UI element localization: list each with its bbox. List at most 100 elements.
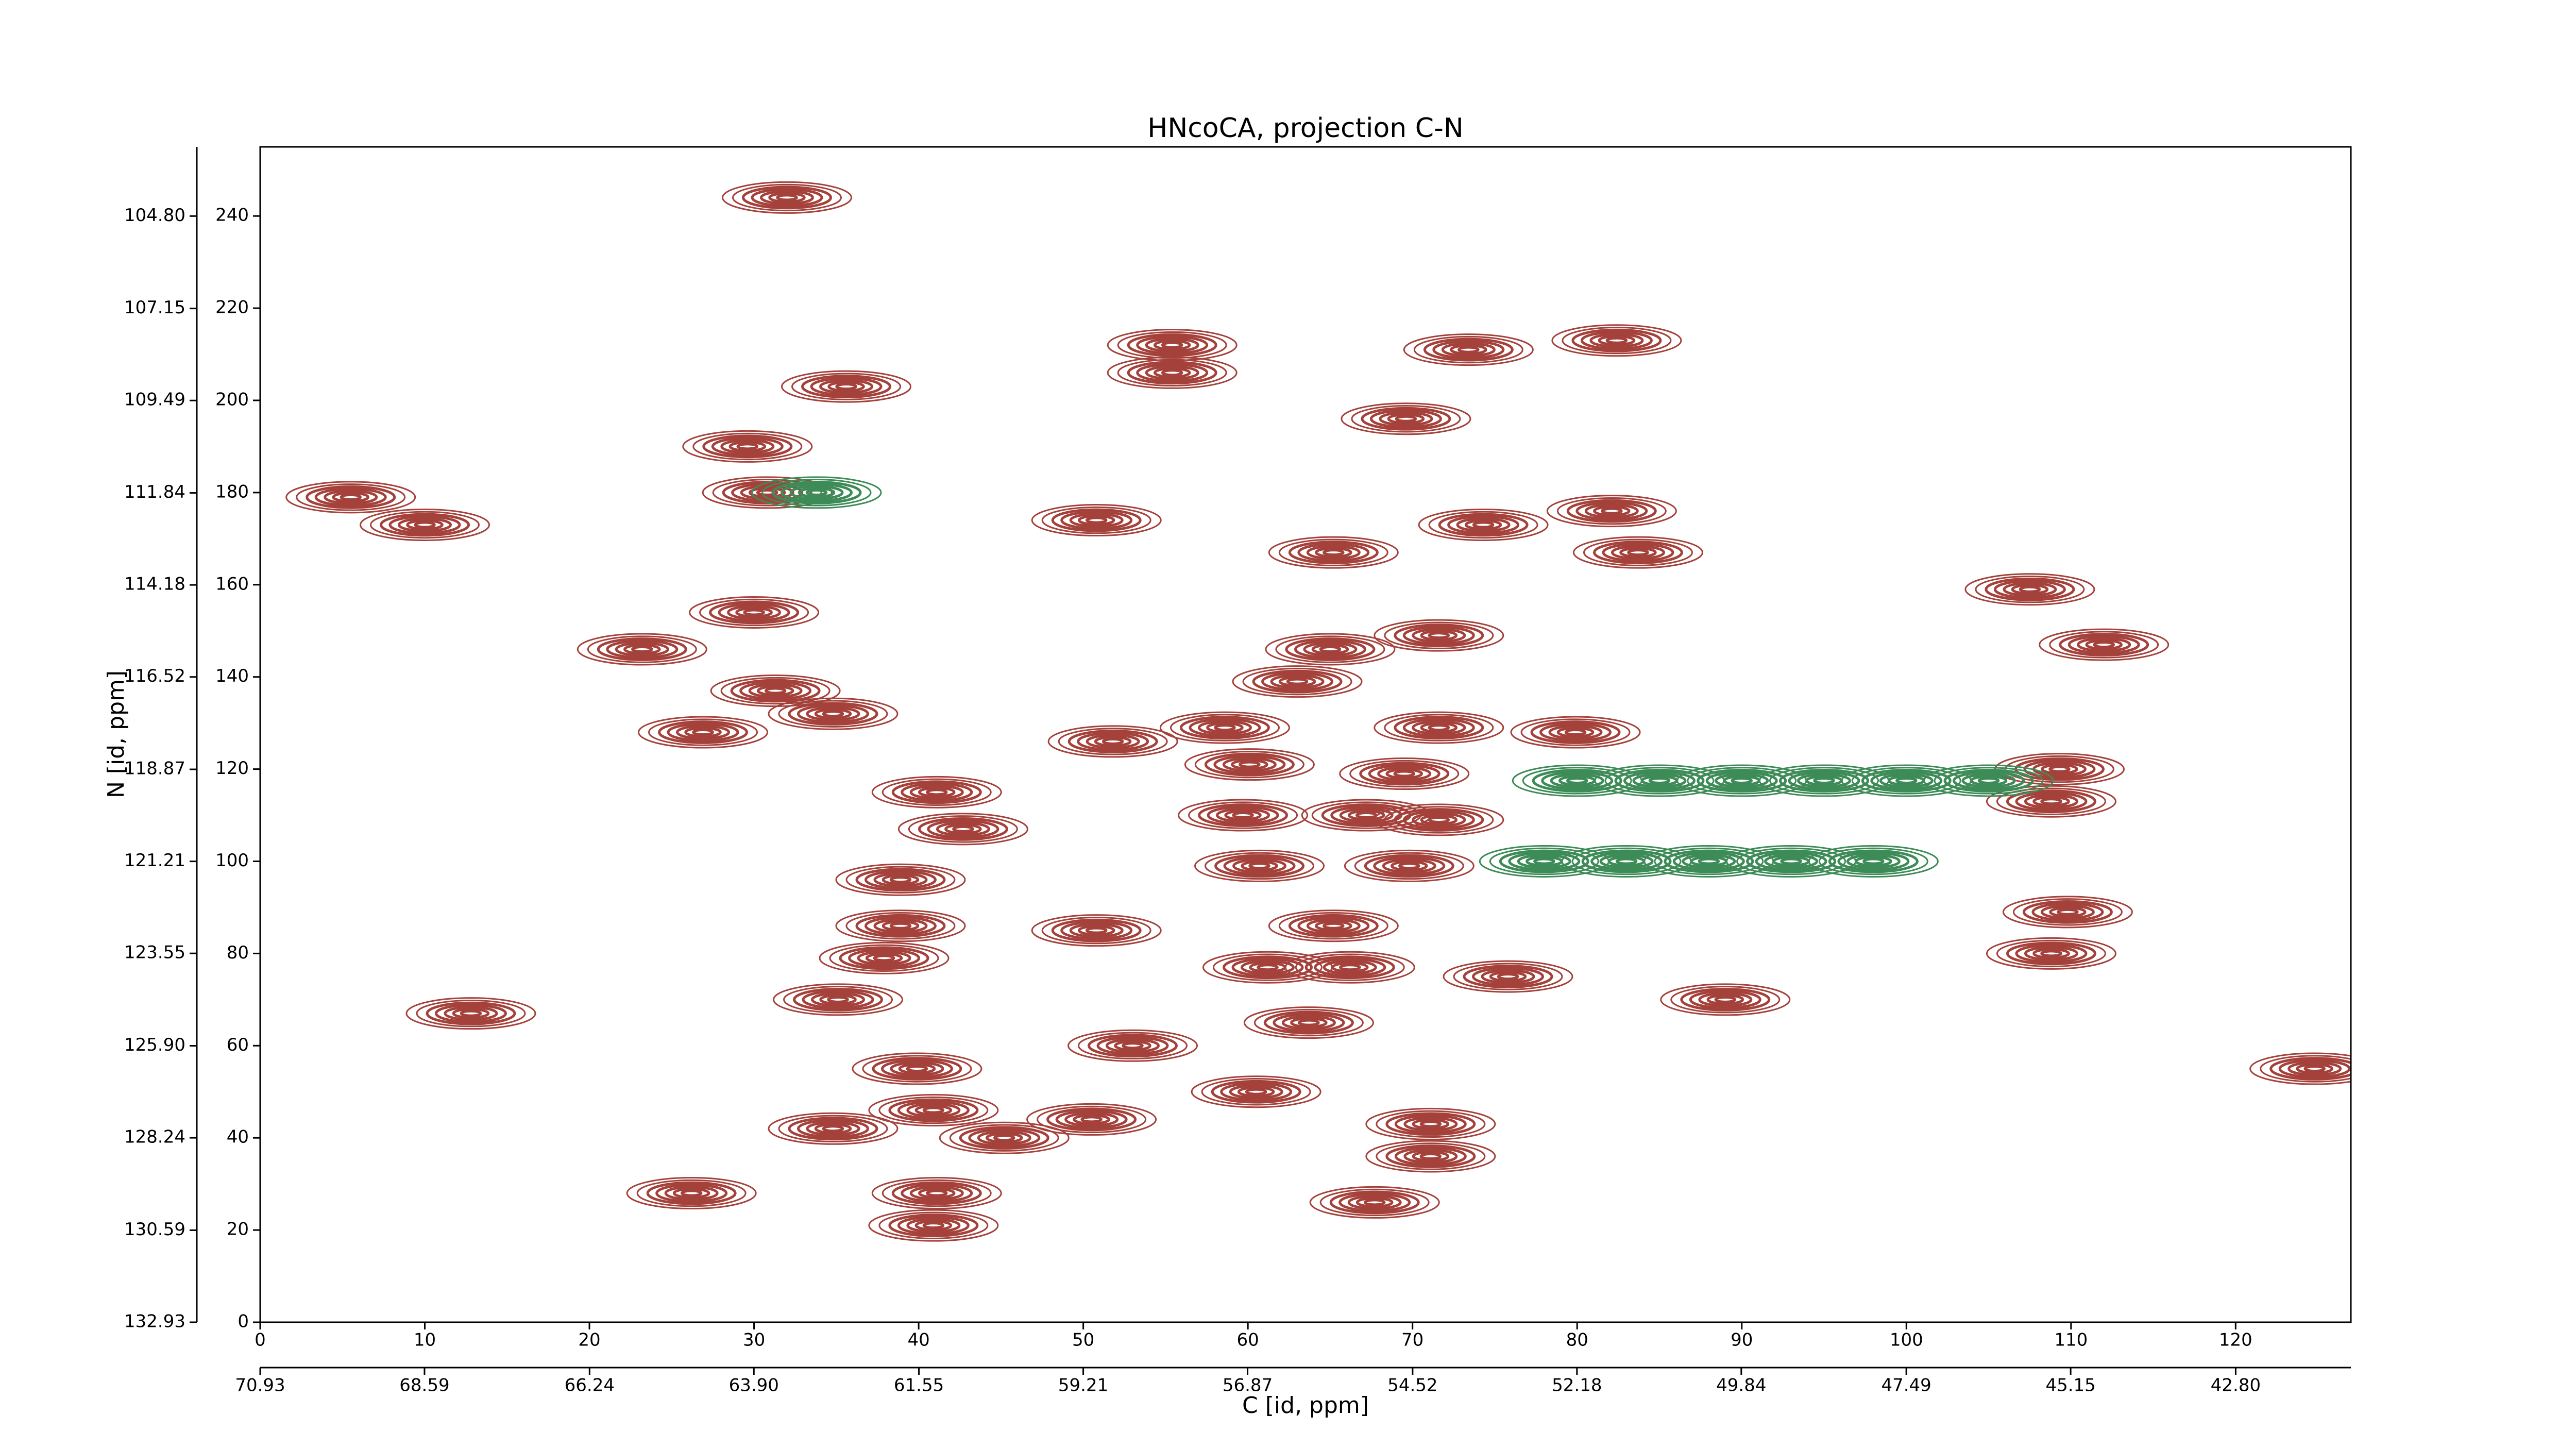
contour-level	[1605, 336, 1628, 344]
contour-level	[901, 1183, 973, 1203]
contour-level	[1520, 718, 1631, 746]
contour-level	[1632, 773, 1687, 788]
contour-level	[2059, 633, 2149, 656]
contour-level	[1420, 630, 1458, 641]
contour-level	[1136, 363, 1209, 383]
x2-tick-label: 45.15	[2045, 1375, 2095, 1396]
contour-level	[728, 441, 767, 452]
contour-level	[1402, 810, 1475, 830]
contour-level	[1295, 953, 1405, 981]
contour-level	[1420, 814, 1458, 825]
contour-level	[1394, 808, 1484, 832]
contour-level	[680, 1189, 703, 1197]
contour-level	[918, 786, 956, 798]
contour-level	[835, 863, 966, 896]
contour-level	[702, 476, 833, 509]
contour-level	[1087, 1034, 1178, 1058]
contour-level	[2040, 904, 2095, 920]
contour-level	[1698, 992, 1753, 1007]
contour-level	[1808, 845, 1939, 878]
contour-level	[1731, 777, 1753, 784]
contour-level	[952, 825, 974, 833]
contour-level	[1870, 771, 1943, 790]
contour-level	[864, 870, 937, 889]
contour-level	[1204, 752, 1295, 777]
contour-level	[1438, 513, 1529, 537]
contour-level	[1395, 415, 1417, 423]
contour-level	[1714, 996, 1737, 1003]
contour-level	[1046, 1107, 1137, 1132]
contour-level	[1943, 769, 2034, 793]
contour-level	[1575, 501, 1648, 521]
contour-level	[1394, 716, 1484, 739]
contour-level	[922, 1222, 945, 1229]
contour-level	[852, 1052, 982, 1085]
y-tick-label: 100	[215, 850, 249, 871]
contour-level	[1813, 777, 1835, 784]
contour-level	[1861, 769, 1952, 793]
contour-level	[1031, 914, 1162, 947]
contour-level	[1374, 711, 1504, 744]
contour-level	[1122, 1042, 1144, 1050]
y-tick-label: 20	[227, 1219, 249, 1240]
contour-level	[711, 436, 784, 457]
contour-level	[1413, 335, 1523, 364]
contour-level	[444, 1006, 498, 1021]
contour-level	[736, 443, 759, 450]
contour-level	[658, 720, 749, 744]
contour-level	[2019, 585, 2041, 593]
contour-level	[1837, 851, 1910, 871]
contour-level	[1265, 633, 1396, 666]
contour-level	[1755, 851, 1827, 871]
contour-level	[1828, 849, 1919, 873]
contour-level	[1159, 711, 1290, 744]
contour-level	[959, 1126, 1049, 1150]
contour-level	[871, 1177, 1002, 1210]
contour-level	[1580, 330, 1653, 350]
contour-level	[1769, 767, 1879, 795]
contour-level	[1067, 1029, 1198, 1062]
contour-level	[901, 782, 973, 802]
contour-level	[1117, 359, 1227, 387]
contour-level	[1508, 851, 1581, 871]
contour-level	[606, 639, 679, 659]
contour-level	[727, 604, 782, 620]
contour-level	[1248, 862, 1270, 870]
contour-level	[773, 983, 904, 1016]
contour-level	[1985, 577, 2075, 601]
y-tick-label: 120	[215, 758, 249, 779]
contour-level	[1879, 773, 1934, 788]
contour-level	[682, 430, 813, 463]
contour-level	[1127, 333, 1217, 357]
contour-level	[1241, 860, 1278, 872]
contour-level	[720, 439, 775, 454]
contour-level	[1315, 920, 1352, 932]
contour-level	[864, 916, 937, 936]
contour-level	[906, 1218, 961, 1233]
contour-level	[452, 1008, 490, 1019]
contour-level	[857, 950, 911, 966]
contour-level	[1223, 955, 1313, 980]
contour-level	[1047, 725, 1178, 758]
contour-level	[839, 946, 929, 970]
contour-level	[1270, 674, 1325, 689]
y2-tick-label: 109.49	[124, 390, 185, 410]
contour-level	[1323, 922, 1345, 930]
contour-level	[1304, 955, 1395, 980]
contour-level	[768, 1112, 899, 1145]
contour-level	[1355, 812, 1378, 819]
contour-level	[2002, 896, 2133, 929]
contour-level	[1428, 816, 1450, 823]
contour-level	[1403, 333, 1534, 366]
contour-level	[1261, 671, 1334, 692]
contour-level	[949, 1124, 1059, 1152]
contour-level	[1153, 340, 1191, 351]
contour-level	[2057, 908, 2079, 916]
contour-level	[1489, 971, 1527, 982]
contour-level	[1363, 1199, 1386, 1206]
contour-level	[1402, 718, 1475, 737]
contour-level	[2022, 900, 2113, 924]
contour-level	[1319, 646, 1342, 653]
contour-level	[577, 633, 707, 666]
contour-level	[2015, 943, 2088, 964]
